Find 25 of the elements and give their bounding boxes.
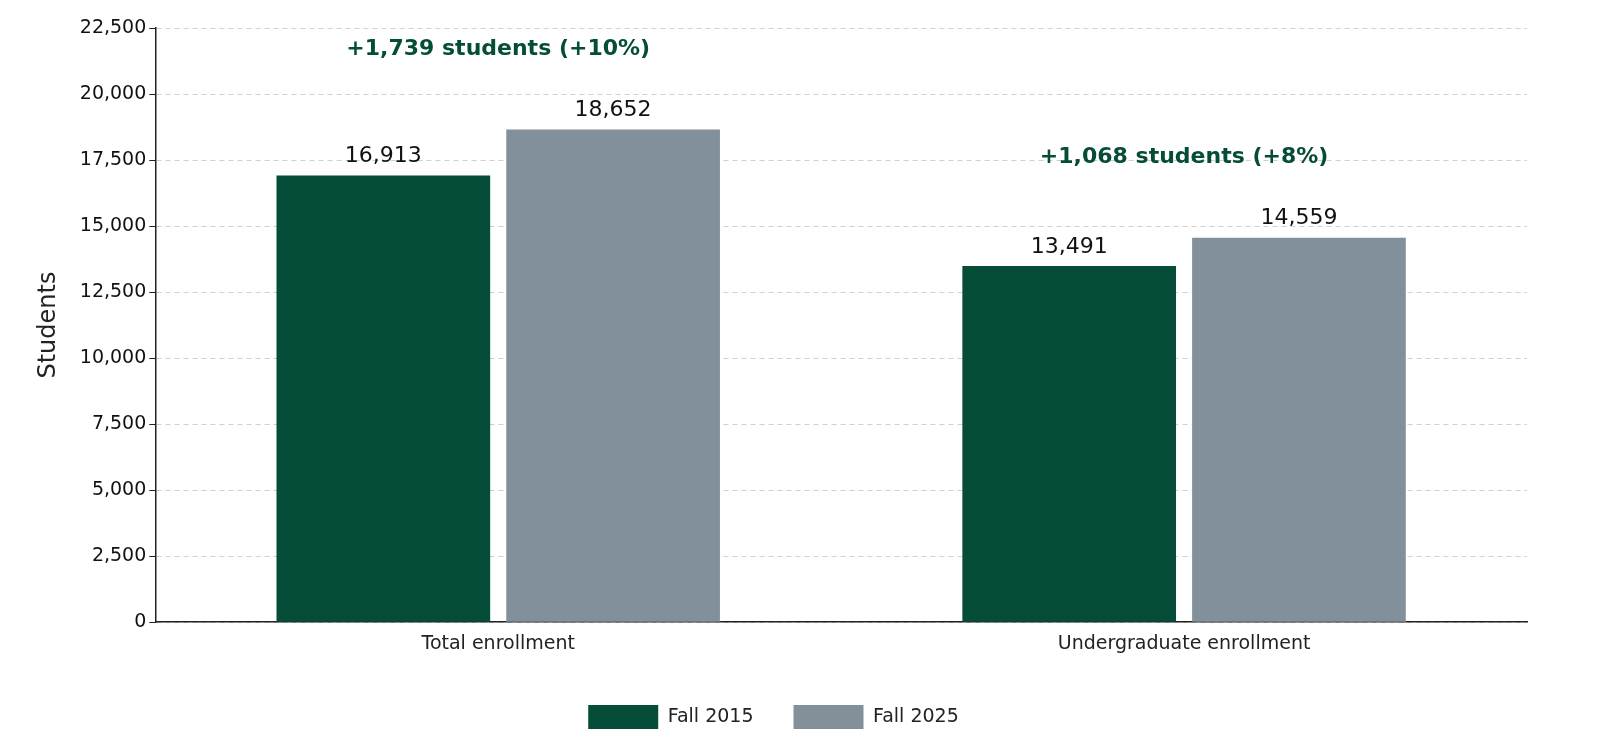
data-label: 14,559 bbox=[1260, 204, 1338, 230]
y-tick-label: 20,000 bbox=[79, 80, 147, 103]
y-tick-label: 0 bbox=[134, 609, 147, 632]
y-tick-label: 17,500 bbox=[79, 146, 147, 169]
bar bbox=[1192, 237, 1406, 622]
y-tick-label: 12,500 bbox=[79, 279, 147, 302]
x-tick-label: Total enrollment bbox=[420, 630, 575, 653]
annotation: +1,068 students (+8%) bbox=[1039, 143, 1329, 169]
y-tick-label: 22,500 bbox=[79, 14, 147, 37]
y-tick-label: 10,000 bbox=[79, 345, 147, 368]
y-tick-label: 2,500 bbox=[91, 543, 147, 566]
y-tick-label: 15,000 bbox=[79, 213, 147, 235]
data-label: 13,491 bbox=[1030, 232, 1108, 258]
legend-label: Fall 2025 bbox=[873, 703, 959, 726]
y-axis-title: Students bbox=[32, 271, 61, 379]
annotation: +1,739 students (+10%) bbox=[346, 35, 651, 61]
data-label: 18,652 bbox=[574, 96, 652, 122]
bar bbox=[962, 265, 1177, 622]
legend-label: Fall 2015 bbox=[667, 703, 754, 726]
x-tick-label: Undergraduate enrollment bbox=[1057, 630, 1311, 653]
y-tick-label: 5,000 bbox=[91, 477, 147, 500]
bar bbox=[506, 129, 720, 622]
y-tick-label: 7,500 bbox=[91, 411, 147, 434]
bar bbox=[276, 175, 491, 622]
data-label: 16,913 bbox=[344, 142, 422, 168]
